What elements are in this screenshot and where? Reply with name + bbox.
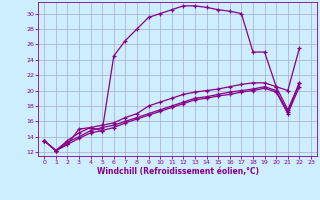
X-axis label: Windchill (Refroidissement éolien,°C): Windchill (Refroidissement éolien,°C) — [97, 167, 259, 176]
